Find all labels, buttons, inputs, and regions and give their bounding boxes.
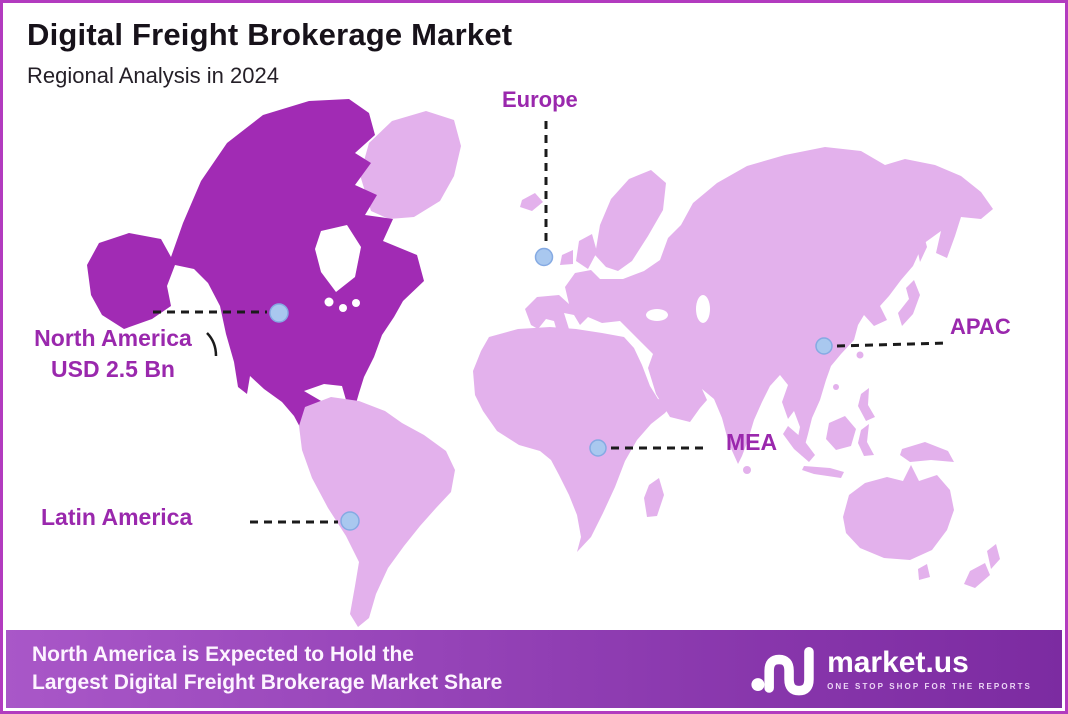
marker-dot-latin-america xyxy=(340,511,360,531)
marker-dot-mea xyxy=(589,439,607,457)
map-java xyxy=(802,466,844,478)
leader-hook-north-america xyxy=(206,332,218,357)
market-us-logo-text: market.us ONE STOP SHOP FOR THE REPORTS xyxy=(827,645,1032,691)
map-ireland xyxy=(560,250,573,265)
banner-line-1: North America is Expected to Hold the xyxy=(32,643,414,667)
region-label-north-america: North America USD 2.5 Bn xyxy=(9,323,217,385)
banner-line-2: Largest Digital Freight Brokerage Market… xyxy=(32,671,503,694)
map-philippines xyxy=(858,388,875,421)
marker-dot-apac xyxy=(815,337,833,355)
map-australia xyxy=(843,465,954,560)
logo-tagline: ONE STOP SHOP FOR THE REPORTS xyxy=(827,681,1032,691)
market-us-logo: market.us ONE STOP SHOP FOR THE REPORTS xyxy=(751,641,1032,697)
map-south-america xyxy=(299,397,455,627)
banner-headline: North America is Expected to Hold the La… xyxy=(32,641,502,696)
page-subtitle: Regional Analysis in 2024 xyxy=(27,63,279,88)
region-label-latin-america: Latin America xyxy=(41,504,193,530)
map-great-lake xyxy=(324,297,334,307)
map-eurasia xyxy=(525,147,993,464)
map-sri-lanka xyxy=(743,466,751,474)
map-borneo xyxy=(826,416,856,450)
map-iceland xyxy=(520,193,543,211)
map-sakhalin xyxy=(916,228,927,262)
map-uk xyxy=(576,234,597,269)
region-label-europe: Europe xyxy=(502,87,578,112)
page-title: Digital Freight Brokerage Market xyxy=(27,17,513,52)
market-us-logo-icon xyxy=(751,646,814,696)
region-label-mea: MEA xyxy=(726,429,778,455)
map-great-lake xyxy=(339,304,347,312)
logo-name: market.us xyxy=(827,645,969,679)
map-japan xyxy=(898,280,920,326)
map-caspian-sea xyxy=(696,295,710,323)
map-north-america-region xyxy=(87,99,424,476)
header: Digital Freight Brokerage Market Regiona… xyxy=(27,17,512,89)
map-great-lake xyxy=(352,299,360,307)
map-sumatra xyxy=(783,426,815,462)
map-new-guinea xyxy=(900,442,954,462)
map-greenland xyxy=(360,111,461,219)
map-black-sea xyxy=(646,309,668,321)
map-hainan xyxy=(833,384,839,390)
leader-line-apac xyxy=(836,341,948,348)
map-madagascar xyxy=(644,478,664,517)
map-taiwan xyxy=(856,351,864,359)
region-label-north-america-name: North America xyxy=(34,325,192,351)
map-new-zealand-south xyxy=(964,563,990,588)
region-value-north-america: USD 2.5 Bn xyxy=(51,356,175,383)
world-map xyxy=(87,99,1000,627)
map-new-zealand-north xyxy=(987,544,1000,569)
map-tasmania xyxy=(918,564,930,580)
region-label-apac: APAC xyxy=(950,314,1011,339)
bottom-banner: North America is Expected to Hold the La… xyxy=(6,630,1062,708)
map-hudson-bay xyxy=(315,225,361,292)
map-africa xyxy=(473,327,674,552)
marker-dot-europe xyxy=(534,247,554,267)
map-sulawesi xyxy=(858,424,874,456)
marker-dot-north-america xyxy=(269,303,289,323)
map-scandinavia xyxy=(595,170,666,271)
